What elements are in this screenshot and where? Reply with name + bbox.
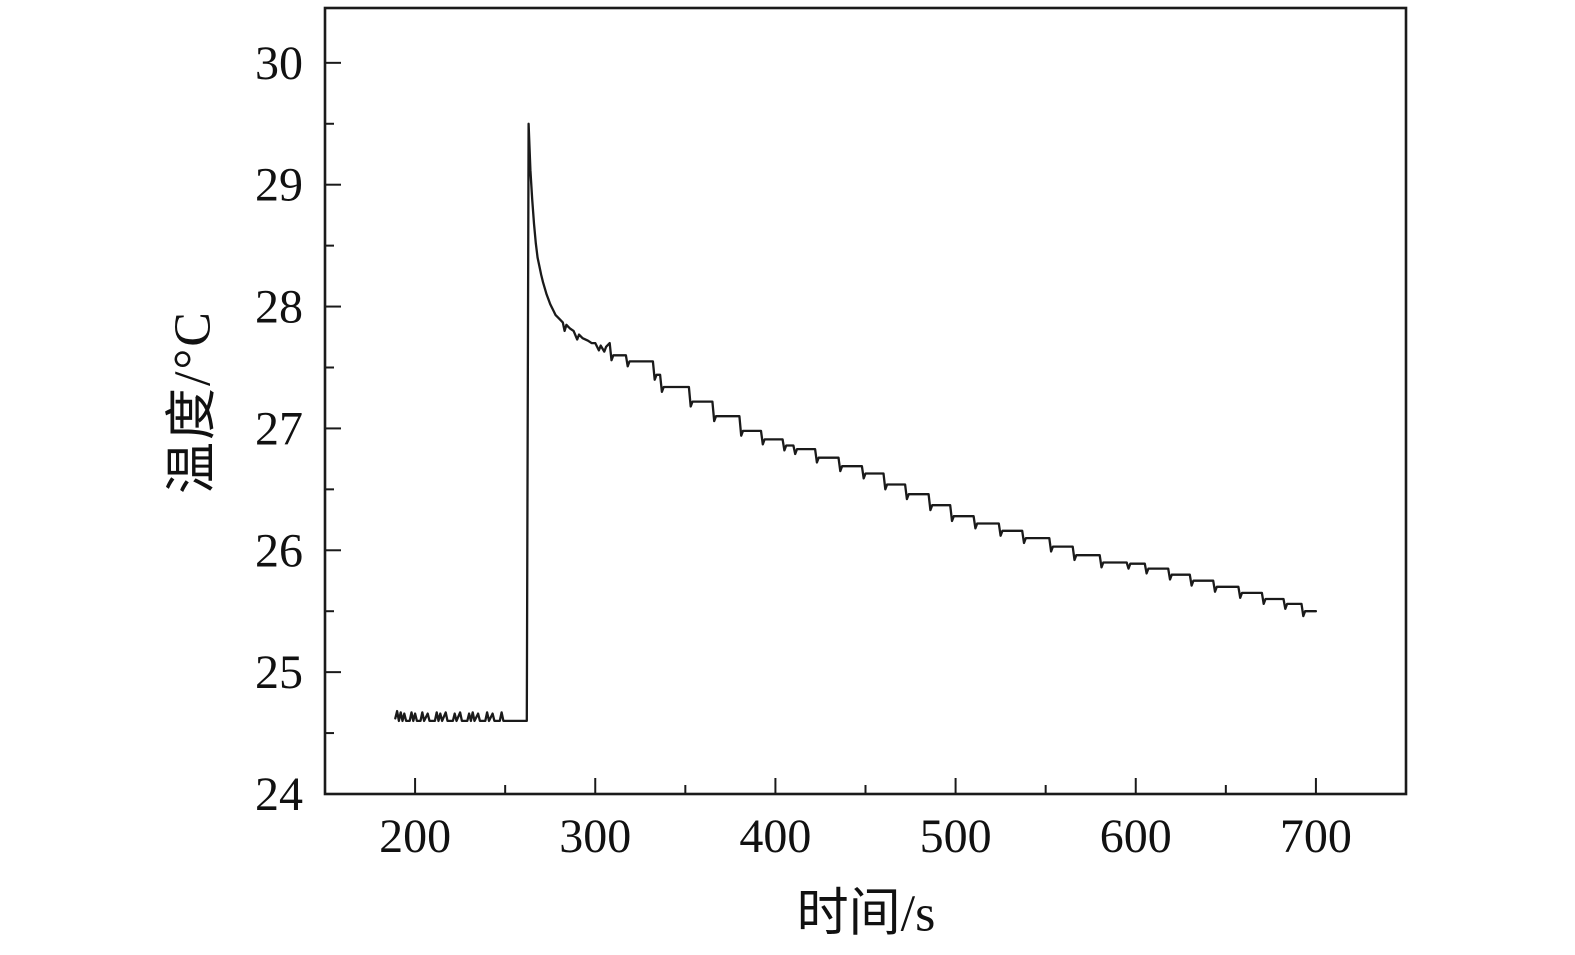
x-tick-label: 700 [1280,810,1352,863]
plot-frame [323,6,1408,796]
y-tick-label: 28 [255,281,303,334]
x-tick-label: 400 [739,810,811,863]
series-line-temperature [394,122,1318,723]
x-axis-title: 时间/s [796,885,936,943]
y-tick-label: 25 [255,646,303,699]
y-tick-label: 29 [255,159,303,212]
y-axis-title: 温度/°C [164,310,222,494]
x-tick-label: 300 [559,810,631,863]
y-tick-label: 24 [255,768,303,821]
y-tick-label: 26 [255,524,303,577]
x-tick-label: 600 [1100,810,1172,863]
x-tick-label: 200 [379,810,451,863]
y-tick-label: 30 [255,37,303,90]
x-tick-label: 500 [920,810,992,863]
y-tick-label: 27 [255,402,303,455]
